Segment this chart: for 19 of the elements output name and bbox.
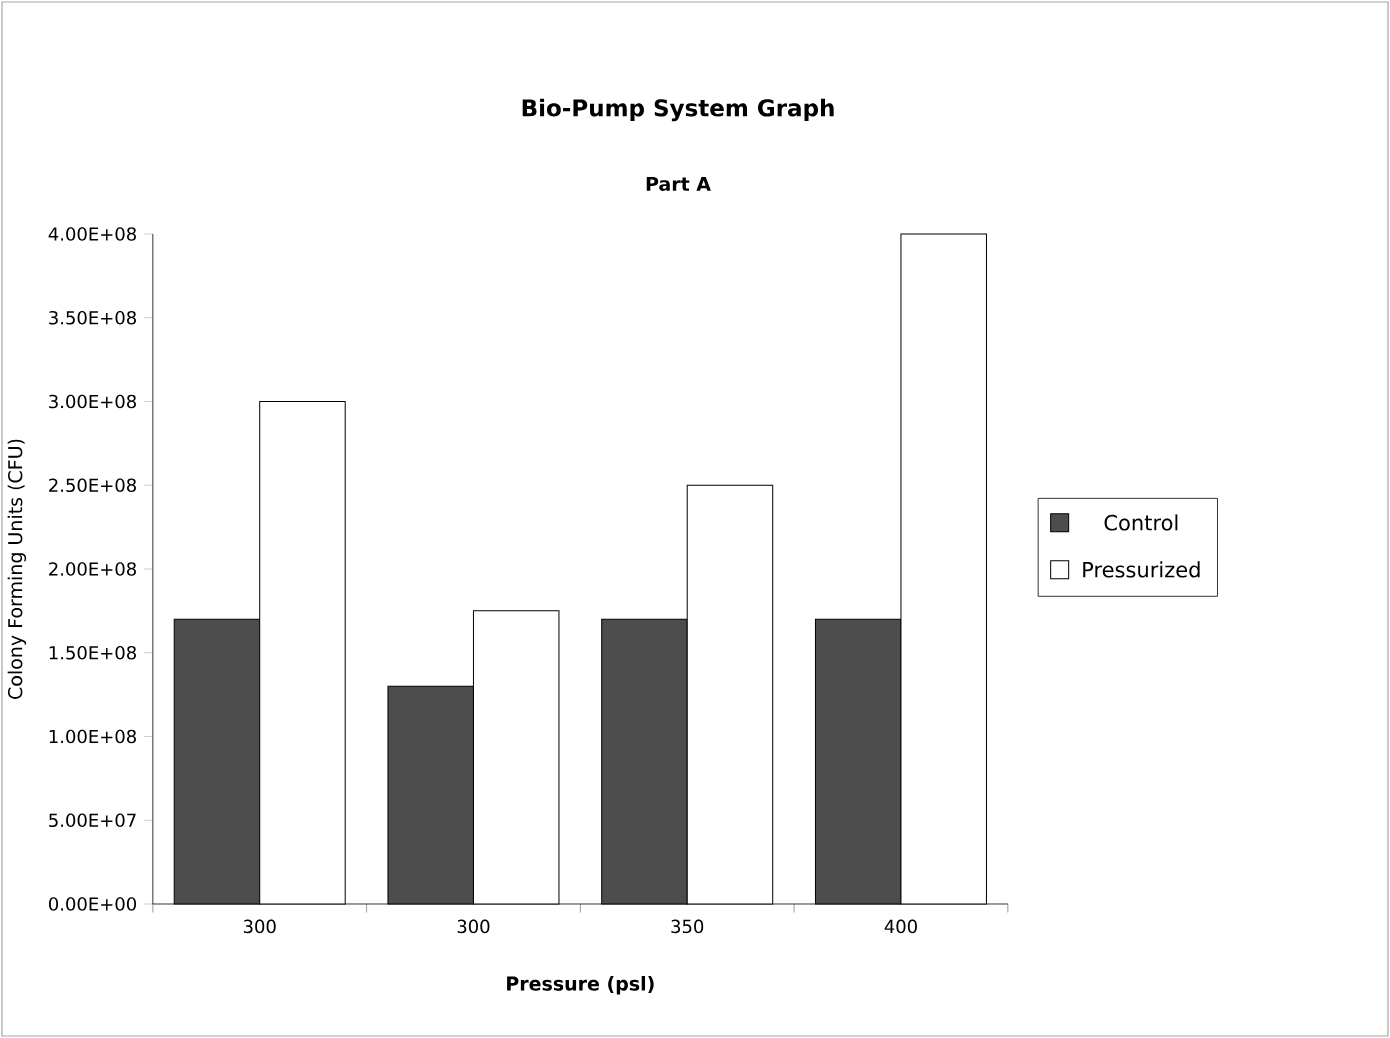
y-tick-label: 4.00E+08 bbox=[48, 227, 136, 241]
chart-subtitle: Part A bbox=[646, 176, 711, 192]
x-tick-label: 300 bbox=[243, 919, 276, 934]
y-tick-label: 5.00E+07 bbox=[49, 813, 136, 828]
y-tick-label: 1.50E+08 bbox=[49, 645, 136, 660]
x-tick-label: 400 bbox=[884, 919, 917, 934]
legend-label: Control bbox=[1104, 514, 1178, 531]
y-tick-label: 0.00E+00 bbox=[48, 897, 137, 911]
chart-title: Bio-Pump System Graph bbox=[522, 98, 834, 122]
x-tick-label: 350 bbox=[671, 919, 704, 934]
legend-label: Pressurized bbox=[1083, 561, 1200, 578]
x-tick-label: 300 bbox=[457, 919, 490, 934]
y-tick-label: 3.50E+08 bbox=[49, 310, 136, 325]
y-tick-label: 1.00E+08 bbox=[49, 729, 136, 744]
y-axis-title: Colony Forming Units (CFU) bbox=[7, 439, 27, 699]
x-axis-title: Pressure (psl) bbox=[507, 976, 654, 995]
y-tick-label: 3.00E+08 bbox=[49, 394, 136, 409]
y-tick-label: 2.50E+08 bbox=[49, 478, 136, 493]
y-tick-label: 2.00E+08 bbox=[49, 562, 136, 576]
